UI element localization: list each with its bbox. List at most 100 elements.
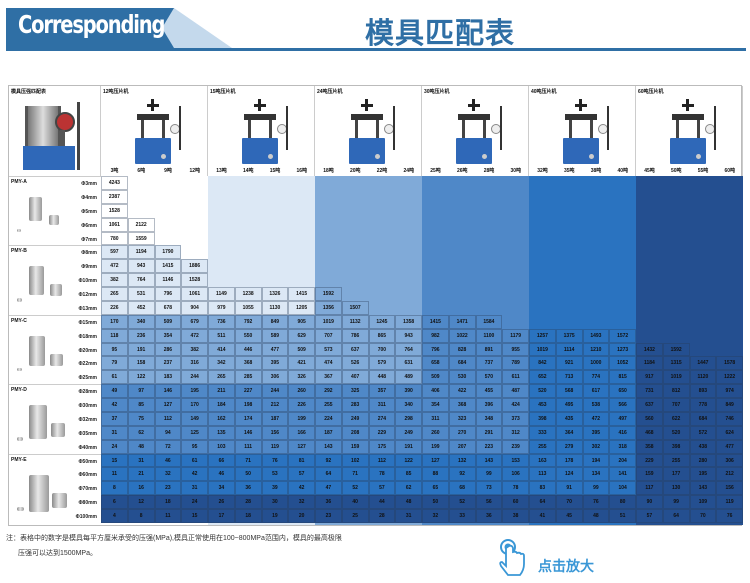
pressure-cell: 1375 xyxy=(555,328,583,343)
pressure-cell: 1222 xyxy=(716,370,743,385)
pressure-cell: 474 xyxy=(315,356,342,371)
pressure-cell: 495 xyxy=(555,398,583,412)
pressure-cell: 573 xyxy=(315,342,342,357)
tonnage-label: 40吨 xyxy=(617,168,629,174)
pressure-cell: 842 xyxy=(529,356,556,371)
pressure-cell: 348 xyxy=(475,411,503,426)
pressure-cell: 178 xyxy=(555,453,583,468)
zoom-in-button[interactable]: 点击放大 xyxy=(538,558,594,574)
pressure-cell: 11 xyxy=(154,509,182,523)
pressure-cell: 28 xyxy=(234,495,262,510)
diameter-label: Φ30mm xyxy=(78,403,97,410)
mold-die-image xyxy=(15,328,67,382)
pressure-cell: 1149 xyxy=(208,287,235,301)
pressure-cell: 893 xyxy=(689,384,717,399)
pressure-cell: 828 xyxy=(448,342,476,357)
pressure-cell: 921 xyxy=(555,356,583,371)
pressure-cell: 127 xyxy=(154,398,182,412)
pressure-cell: 786 xyxy=(341,328,369,343)
pressure-cell: 187 xyxy=(315,425,342,440)
pressure-cell: 764 xyxy=(395,342,422,357)
mold-pressure-table: 模具压强匹配表 12吨压片机 3吨 6吨 9吨 12吨 15吨压片机 13吨 14吨 15吨 16… xyxy=(8,85,743,526)
tablet-press-image xyxy=(135,99,185,164)
pressure-cell: 367 xyxy=(315,370,342,385)
tonnage-label: 38吨 xyxy=(590,168,602,174)
diameter-label: Φ32mm xyxy=(78,416,97,423)
pressure-cell: 170 xyxy=(181,398,208,412)
corner-cell: 模具压强匹配表 xyxy=(9,86,101,176)
pressure-cell: 260 xyxy=(422,425,449,440)
machine-header: 15吨压片机 13吨 14吨 15吨 16吨 xyxy=(208,86,315,176)
pressure-cell: 1356 xyxy=(315,300,342,315)
pressure-cell: 103 xyxy=(208,439,235,454)
pressure-cell: 72 xyxy=(154,439,182,454)
pressure-cell: 191 xyxy=(395,439,422,454)
pressure-cell: 891 xyxy=(475,342,503,357)
pressure-cell: 57 xyxy=(368,481,396,496)
tablet-press-image xyxy=(456,99,506,164)
pressure-cell: 31 xyxy=(395,509,422,523)
hand-tap-icon[interactable] xyxy=(498,538,528,578)
pressure-cell: 156 xyxy=(261,425,289,440)
pressure-cell: 30 xyxy=(261,495,289,510)
pressure-cell: 421 xyxy=(288,356,315,371)
pressure-cell: 122 xyxy=(127,370,155,385)
pressure-cell: 736 xyxy=(208,314,235,329)
pressure-cell: 90 xyxy=(636,495,663,510)
pressure-cell: 127 xyxy=(422,453,449,468)
pressure-cell: 61 xyxy=(181,453,208,468)
pressure-cell: 24 xyxy=(181,495,208,510)
pressure-cell: 23 xyxy=(315,509,342,523)
pressure-cell: 566 xyxy=(609,398,636,412)
pressure-cell: 416 xyxy=(609,425,636,440)
pressure-cell: 713 xyxy=(555,370,583,385)
pressure-cell: 489 xyxy=(395,370,422,385)
pressure-cell: 109 xyxy=(689,495,717,510)
pressure-cell: 1559 xyxy=(127,231,155,246)
pressure-cell: 19 xyxy=(261,509,289,523)
pressure-cell: 83 xyxy=(529,481,556,496)
pressure-cell: 51 xyxy=(609,509,636,523)
pressure-cell: 229 xyxy=(636,453,663,468)
pressure-cell: 943 xyxy=(127,259,155,274)
footer-note-line2: 压强可以达到1500MPa。 xyxy=(18,550,97,557)
mold-die-image xyxy=(15,189,67,243)
pressure-cell: 111 xyxy=(234,439,262,454)
pressure-cell: 32 xyxy=(422,509,449,523)
pressure-cell: 183 xyxy=(154,370,182,385)
pressure-cell: 340 xyxy=(127,314,155,329)
diameter-label: Φ15mm xyxy=(78,319,97,326)
pressure-cell: 815 xyxy=(609,370,636,385)
pressure-cell: 477 xyxy=(261,342,289,357)
pressure-cell: 407 xyxy=(341,370,369,385)
tonnage-label: 35吨 xyxy=(563,168,575,174)
pressure-cell: 560 xyxy=(636,411,663,426)
tonnage-label: 24吨 xyxy=(403,168,415,174)
mold-group: PMY-D Φ28mm Φ30mm Φ32mm Φ35mm Φ40mm xyxy=(9,384,101,454)
pressure-cell: 52 xyxy=(341,481,369,496)
pressure-cell: 46 xyxy=(154,453,182,468)
page-title: 模具匹配表 xyxy=(364,18,515,50)
pressure-cell: 255 xyxy=(662,453,690,468)
pressure-cell: 8 xyxy=(101,481,128,496)
tonnage-label: 50吨 xyxy=(670,168,682,174)
pressure-cell: 159 xyxy=(341,439,369,454)
pressure-cell: 280 xyxy=(689,453,717,468)
pressure-cell: 50 xyxy=(422,495,449,510)
diameter-label: Φ60mm xyxy=(78,472,97,479)
pressure-cell: 64 xyxy=(529,495,556,510)
pressure-cell: 53 xyxy=(261,467,289,482)
pressure-cell: 25 xyxy=(341,509,369,523)
pressure-cell: 1415 xyxy=(154,259,182,274)
pressure-cell: 270 xyxy=(448,425,476,440)
pressure-cell: 1120 xyxy=(689,370,717,385)
pressure-cell: 1132 xyxy=(341,314,369,329)
pressure-cell: 81 xyxy=(288,453,315,468)
pressure-cell: 66 xyxy=(208,453,235,468)
pressure-cell: 340 xyxy=(395,398,422,412)
pressure-cell: 455 xyxy=(475,384,503,399)
pressure-cell: 6 xyxy=(101,495,128,510)
pressure-cell: 37 xyxy=(101,411,128,426)
pressure-cell: 106 xyxy=(502,467,529,482)
diameter-label: Φ5mm xyxy=(81,208,97,215)
